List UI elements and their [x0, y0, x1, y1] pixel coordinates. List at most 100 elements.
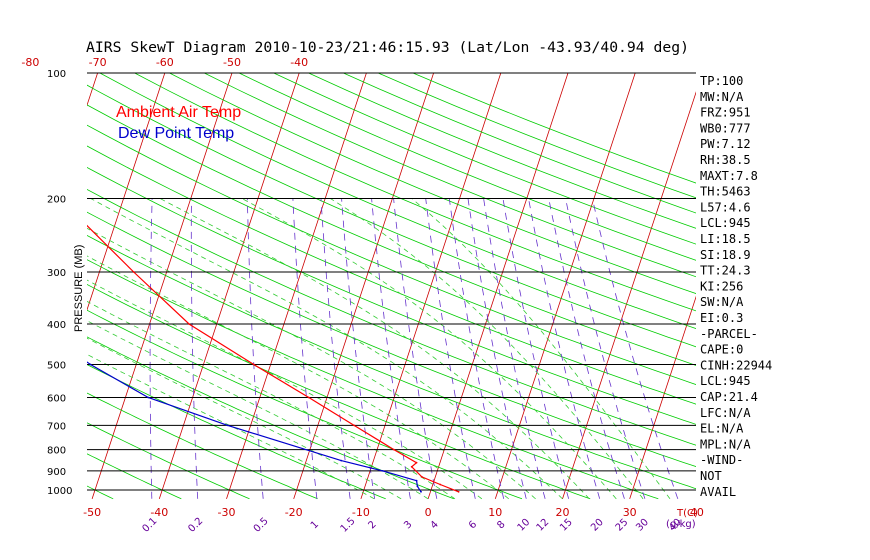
isotherm-line [87, 73, 166, 312]
isotherm-line [629, 295, 696, 499]
mixing-ratio-line [292, 198, 318, 499]
stat-line: LCL:945 [700, 374, 751, 388]
mixing-ratio-line [371, 198, 411, 499]
series-line-ambient-air-temp [87, 224, 459, 493]
series-point [226, 424, 229, 427]
series-point [147, 396, 150, 399]
stat-line: MAXT:7.8 [700, 169, 758, 183]
dry-adiabat-line [87, 211, 696, 468]
dry-adiabat-line [87, 124, 696, 385]
series-layer [87, 224, 460, 493]
bottom-temp-tick: 10 [488, 506, 502, 519]
mixing-ratio-line [467, 198, 527, 499]
series-point [415, 479, 418, 482]
moist-adiabat-line [159, 198, 590, 500]
stat-line: WB0:777 [700, 121, 751, 135]
top-temp-tick: -50 [223, 56, 241, 69]
mixing-ratio-line [483, 198, 546, 499]
background-lines [87, 73, 696, 500]
mixing-ratio-line [565, 198, 646, 499]
bottom-temp-tick: 30 [623, 506, 637, 519]
series-point [393, 448, 395, 451]
dry-adiabat-line [87, 453, 182, 500]
top-temp-tick: -80 [21, 56, 39, 69]
dry-adiabat-line [87, 189, 696, 446]
temp-unit-label: T(C) [676, 508, 698, 519]
dry-adiabat-line [87, 166, 696, 425]
series-point [457, 490, 460, 493]
stat-line: TP:100 [700, 74, 743, 88]
isotherm-line [91, 73, 233, 499]
isotherm-line [562, 91, 696, 499]
bottom-temp-tick: -10 [352, 506, 370, 519]
stat-line: MW:N/A [700, 90, 744, 104]
legend-dew-point-temp: Dew Point Temp [118, 125, 234, 142]
pressure-tick-label: 600 [47, 393, 66, 404]
stat-line: L57:4.6 [700, 200, 751, 214]
bottom-temp-tick: -40 [150, 506, 168, 519]
dry-adiabat-line [204, 73, 696, 278]
isotherm-line [427, 73, 569, 499]
dry-adiabat-line [87, 235, 696, 490]
stat-line: CAP:21.4 [700, 390, 758, 404]
dry-adiabat-line [169, 73, 696, 295]
stat-line: LFC:N/A [700, 406, 751, 420]
top-temp-tick: -60 [156, 56, 174, 69]
moist-adiabat-line [87, 320, 429, 500]
series-point [439, 483, 442, 486]
moist-adiabat-line [87, 337, 402, 500]
series-point [416, 485, 419, 488]
moist-adiabat-line [87, 279, 483, 500]
dry-adiabat-line [238, 73, 696, 261]
bottom-temp-tick: -30 [218, 506, 236, 519]
stat-line: TT:24.3 [700, 264, 751, 278]
mixing-ratio-line [592, 198, 679, 499]
mixing-ratio-line [425, 198, 476, 499]
moist-adiabat-line [87, 255, 509, 500]
isotherm-line [293, 73, 434, 499]
mixing-ratio-line [528, 198, 601, 499]
mixing-ratio-line [548, 198, 625, 499]
dry-adiabat-line [87, 84, 696, 348]
top-temp-tick: -70 [89, 56, 107, 69]
mixing-ratio-line [502, 198, 569, 499]
stat-line: RH:38.5 [700, 153, 751, 167]
pressure-tick-label: 1000 [47, 486, 72, 497]
series-point [420, 490, 422, 493]
dry-adiabat-line [87, 422, 250, 500]
stat-line: AVAIL [700, 485, 736, 499]
moist-adiabat-line [87, 300, 456, 500]
bottom-temp-tick: -50 [83, 506, 101, 519]
bottom-temp-tick: 0 [425, 506, 432, 519]
series-point [132, 271, 135, 273]
stat-line: PW:7.12 [700, 137, 751, 151]
moist-adiabat-line [330, 198, 644, 500]
mixing-ratio-line [448, 198, 505, 499]
series-point [89, 363, 92, 366]
top-temp-tick: -40 [290, 56, 308, 69]
bottom-temp-tick: 40 [690, 506, 704, 519]
mixing-ratio-unit: (g/kg) [666, 519, 696, 530]
dry-adiabat-line [87, 104, 696, 366]
stat-line: SW:N/A [700, 295, 744, 309]
stat-line: LCL:945 [700, 216, 751, 230]
stat-line: FRZ:951 [700, 106, 751, 120]
dry-adiabat-line [87, 259, 659, 500]
stat-line: EI:0.3 [700, 311, 743, 325]
isobar-lines [87, 72, 696, 491]
mixing-ratio-line [320, 198, 351, 499]
isotherm-line [226, 73, 367, 499]
mixing-ratio-line [393, 198, 438, 499]
pressure-tick-label: 700 [47, 421, 66, 432]
stat-line: NOT [700, 469, 722, 483]
mixing-ratio-line [190, 198, 199, 499]
stat-line: SI:18.9 [700, 248, 751, 262]
pressure-tick-label: 300 [47, 268, 66, 279]
dry-adiabat-line [87, 145, 696, 405]
series-point [340, 459, 343, 462]
moist-adiabat-line [90, 198, 563, 500]
dry-adiabat-line [87, 284, 591, 500]
pressure-tick-label: 400 [47, 320, 66, 331]
stat-line: LI:18.5 [700, 232, 751, 246]
